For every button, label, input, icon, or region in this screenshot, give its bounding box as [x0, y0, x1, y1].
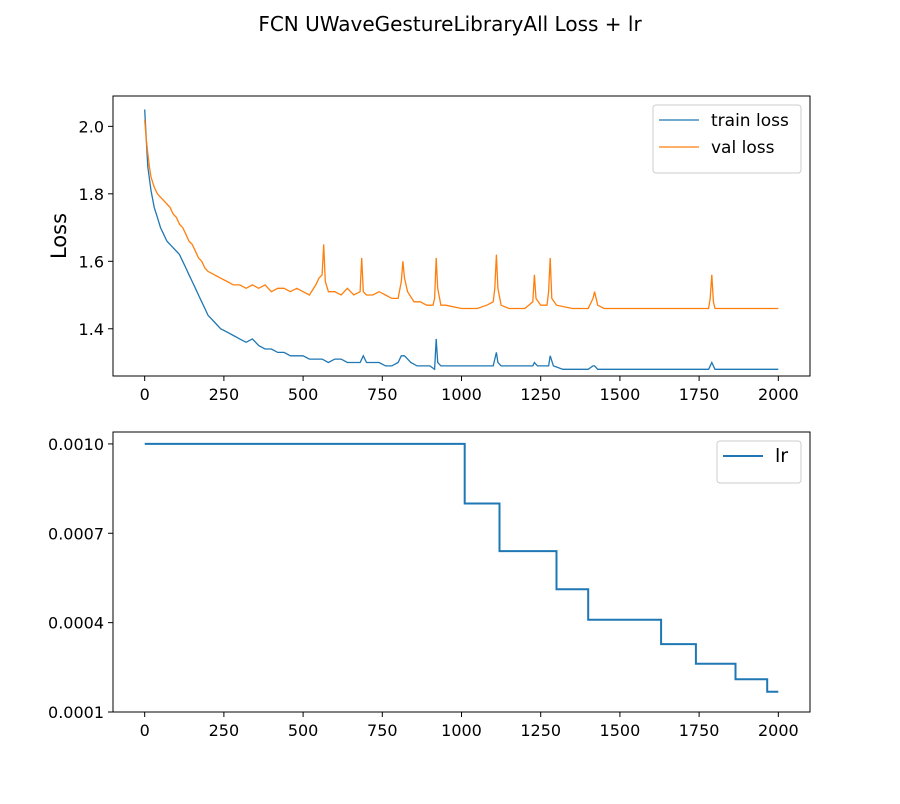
legend: train loss val loss — [652, 104, 802, 174]
x-tick-label: 1750 — [679, 385, 720, 404]
y-tick-label: 0.0001 — [48, 703, 104, 722]
x-tick-label: 250 — [209, 385, 240, 404]
x-tick-label: 2000 — [758, 385, 799, 404]
x-tick-label: 250 — [209, 721, 240, 740]
x-tick-label: 750 — [367, 721, 398, 740]
x-tick-label: 1500 — [600, 385, 641, 404]
lr-plot: 0 250 500 750 1000 1250 1500 1750 2000 0.0001 0.00… — [48, 431, 811, 740]
series-line-train-loss — [144, 109, 779, 371]
legend-label: train loss — [711, 111, 789, 131]
y-tick-label: 0.0010 — [48, 435, 104, 454]
x-tick-label: 1250 — [520, 721, 561, 740]
legend: lr — [716, 440, 802, 484]
x-tick-label: 500 — [288, 721, 319, 740]
y-axis-label: Loss — [47, 213, 71, 259]
series-line-val-loss — [144, 119, 779, 310]
legend-label: lr — [775, 445, 788, 467]
x-tick-label: 1750 — [679, 721, 720, 740]
x-tick-label: 500 — [288, 385, 319, 404]
x-tick-label: 750 — [367, 385, 398, 404]
axes-frame — [112, 431, 811, 713]
series-line-lr — [144, 442, 779, 693]
x-tick-label: 1250 — [520, 385, 561, 404]
figure-title: FCN UWaveGestureLibraryAll Loss + lr — [258, 12, 642, 36]
y-tick-label: 0.0004 — [48, 614, 104, 633]
x-tick-label: 1000 — [441, 385, 482, 404]
legend-box — [716, 440, 802, 484]
loss-plot: 0 250 500 750 1000 1250 1500 1750 2000 1.4 1.6 1.8 2… — [47, 95, 811, 404]
y-tick-label: 2.0 — [79, 117, 104, 136]
x-tick-label: 1000 — [441, 721, 482, 740]
y-tick-label: 1.8 — [79, 185, 104, 204]
x-tick-label: 1500 — [600, 721, 641, 740]
y-tick-label: 1.6 — [79, 252, 104, 271]
legend-box — [652, 104, 802, 174]
y-tick-label: 0.0007 — [48, 524, 104, 543]
x-tick-label: 0 — [140, 721, 150, 740]
legend-label: val loss — [711, 138, 775, 158]
y-tick-label: 1.4 — [79, 320, 104, 339]
x-tick-label: 0 — [140, 385, 150, 404]
x-tick-label: 2000 — [758, 721, 799, 740]
